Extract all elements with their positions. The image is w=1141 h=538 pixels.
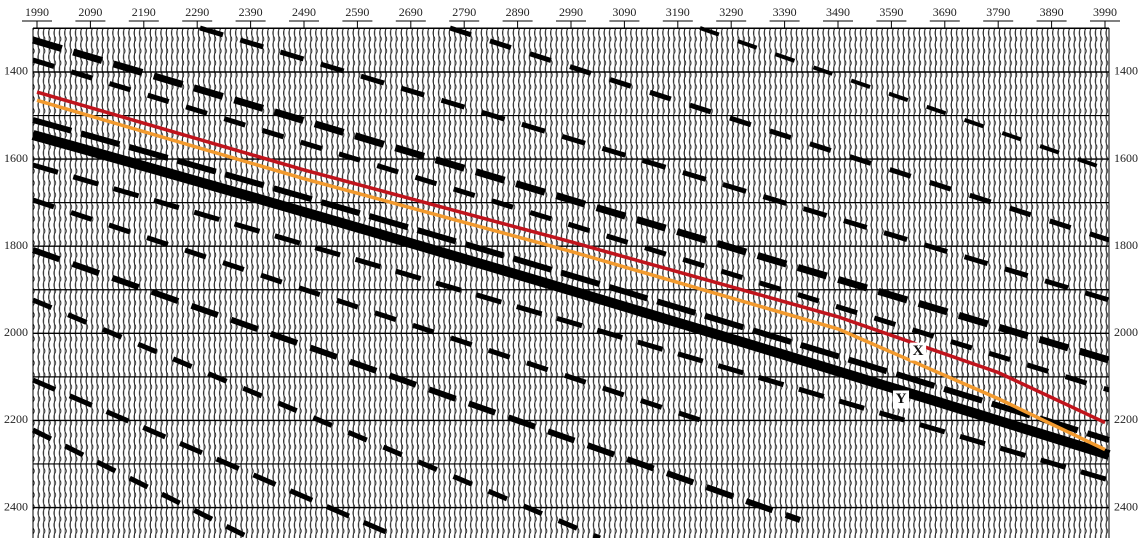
horizon-line xyxy=(36,98,1106,452)
label-bg xyxy=(1110,238,1141,255)
label-bg xyxy=(1110,325,1141,342)
x-tick-label: 2290 xyxy=(185,5,209,19)
y-tick-label: 2000 xyxy=(4,325,28,339)
x-tick-label: 2790 xyxy=(452,5,476,19)
x-tick-label: 2990 xyxy=(559,5,583,19)
label-bg xyxy=(2,238,32,255)
x-tick-label: 2590 xyxy=(345,5,369,19)
reflector-bands xyxy=(31,25,1111,538)
y-tick-label-right: 2400 xyxy=(1114,499,1138,513)
label-bg xyxy=(2,412,32,429)
horizon-line xyxy=(36,90,1106,425)
x-tick-label: 2490 xyxy=(292,5,316,19)
y-tick-label: 2200 xyxy=(4,412,28,426)
label-bg xyxy=(2,63,32,80)
label-bg xyxy=(2,499,32,516)
y-tick-label: 1800 xyxy=(4,238,28,252)
x-tick-label: 3590 xyxy=(879,5,903,19)
x-tick-label: 3290 xyxy=(719,5,743,19)
y-tick-label-right: 2000 xyxy=(1114,325,1138,339)
y-tick-label-right: 1600 xyxy=(1114,151,1138,165)
x-tick-label: 2090 xyxy=(78,5,102,19)
trace-texture xyxy=(33,28,1109,538)
x-tick-label: 3790 xyxy=(986,5,1010,19)
x-tick-label: 2890 xyxy=(506,5,530,19)
label-bg xyxy=(1110,499,1141,516)
x-tick-label: 3890 xyxy=(1040,5,1064,19)
label-bg xyxy=(1110,151,1141,168)
x-tick-label: 2690 xyxy=(399,5,423,19)
annotation: Y xyxy=(896,391,907,407)
label-bg xyxy=(1110,63,1141,80)
y-tick-label-right: 1800 xyxy=(1114,238,1138,252)
annotation-bg xyxy=(910,342,927,361)
annotation-bg xyxy=(893,390,910,409)
y-tick-label-right: 1400 xyxy=(1114,64,1138,78)
y-tick-label: 1600 xyxy=(4,151,28,165)
x-tick-label: 3990 xyxy=(1093,5,1117,19)
x-tick-label: 2390 xyxy=(239,5,263,19)
label-bg xyxy=(1110,412,1141,429)
x-tick-label: 2190 xyxy=(132,5,156,19)
x-tick-label: 1990 xyxy=(25,5,49,19)
x-tick-label: 3690 xyxy=(933,5,957,19)
x-tick-label: 3490 xyxy=(826,5,850,19)
label-bg xyxy=(2,325,32,342)
y-tick-label: 1400 xyxy=(4,64,28,78)
x-tick-label: 3390 xyxy=(773,5,797,19)
x-tick-label: 3190 xyxy=(666,5,690,19)
x-tick-label: 3090 xyxy=(612,5,636,19)
y-tick-label: 2400 xyxy=(4,499,28,513)
annotation: X xyxy=(913,343,924,359)
y-tick-label-right: 2200 xyxy=(1114,412,1138,426)
label-bg xyxy=(2,151,32,168)
